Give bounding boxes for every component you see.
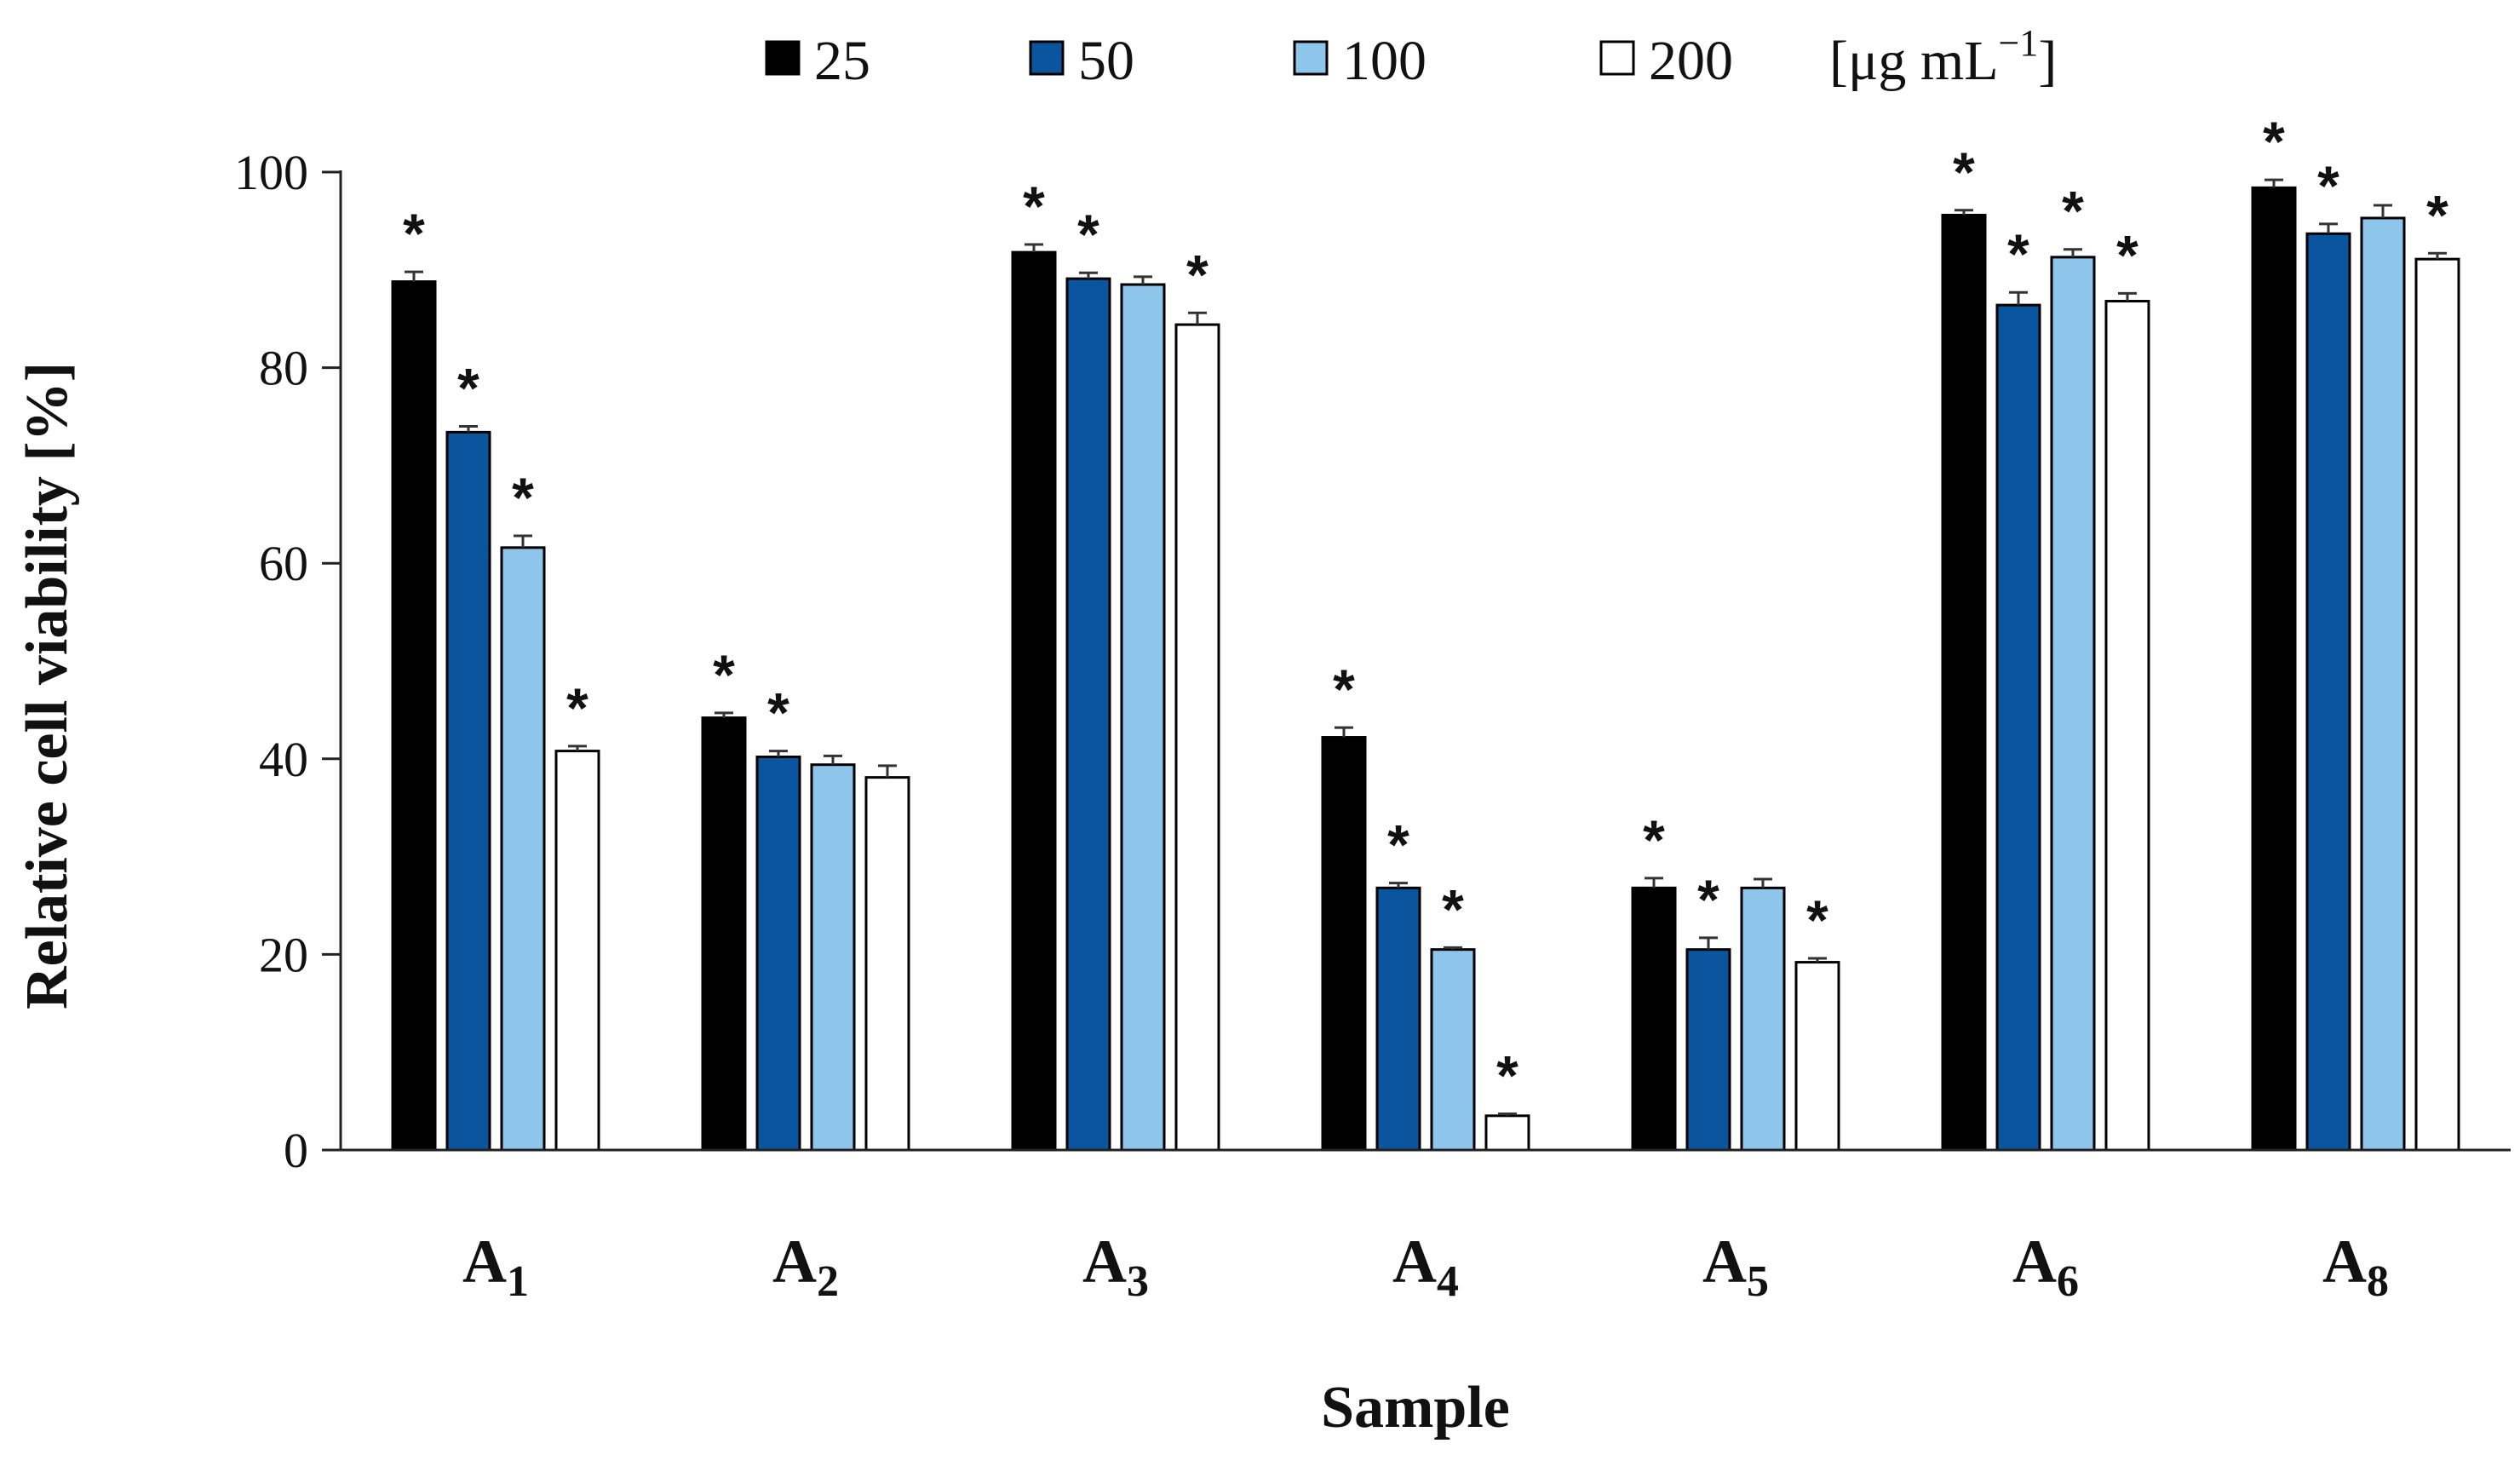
bar-A1-200	[554, 750, 600, 1152]
significance-star: *	[1953, 141, 1975, 204]
bar-A6-50	[1995, 303, 2041, 1152]
legend-label: 50	[1078, 30, 1134, 92]
bar-group-A3: * * *	[1011, 175, 1220, 1152]
significance-star: *	[403, 202, 425, 265]
significance-star: *	[1643, 808, 1665, 871]
legend-item-200: 200	[1599, 30, 1733, 92]
significance-star: *	[1442, 877, 1464, 940]
bar-group-A1: * * * *	[391, 202, 600, 1152]
bar-group-A8: * * *	[2251, 110, 2460, 1152]
bar-A4-25	[1321, 736, 1367, 1152]
bar-A4-50	[1375, 886, 1421, 1152]
bar-A6-25	[1941, 214, 1987, 1152]
bar-A3-100	[1120, 283, 1166, 1152]
legend-label: 200	[1649, 30, 1733, 92]
bar-A5-50	[1685, 948, 1731, 1152]
bar-A3-200	[1174, 323, 1220, 1152]
bar-A3-50	[1065, 277, 1111, 1152]
bar-A2-25	[701, 716, 747, 1152]
legend-item-25: 25	[765, 30, 870, 92]
bar-A2-200	[864, 776, 910, 1152]
significance-star: *	[2426, 183, 2448, 246]
bar-A1-50	[445, 430, 491, 1152]
y-tick-label: 40	[259, 732, 308, 787]
bar-A8-25	[2251, 186, 2297, 1152]
bar-A6-200	[2104, 300, 2150, 1152]
legend-swatch	[765, 40, 801, 76]
bars-group: ******* ******** ******* *	[391, 110, 2460, 1152]
significance-star: *	[1333, 658, 1355, 721]
significance-star: *	[1077, 203, 1099, 266]
x-tick-label-A3: A3	[1082, 1228, 1149, 1306]
significance-star: *	[767, 681, 789, 745]
bar-group-A2: **	[701, 643, 910, 1152]
legend-item-100: 100	[1293, 30, 1426, 92]
bar-group-A6: * * * *	[1941, 141, 2150, 1152]
bar-A6-100	[2050, 256, 2096, 1152]
significance-star: *	[2263, 110, 2285, 173]
bar-A8-50	[2305, 232, 2351, 1152]
bar-A5-25	[1631, 886, 1677, 1152]
legend: 25 50 100 200 [μg mL−1]	[765, 22, 2057, 92]
bar-A1-100	[500, 546, 546, 1152]
y-axis-title: Relative cell viability [%]	[14, 362, 80, 1009]
bar-A8-200	[2414, 257, 2460, 1152]
legend-label: 25	[814, 30, 870, 92]
y-tick-label: 20	[259, 927, 308, 982]
bar-group-A5: * * *	[1631, 808, 1840, 1152]
bar-A4-200	[1484, 1114, 1530, 1152]
bar-A1-25	[391, 280, 437, 1152]
x-tick-label-A8: A8	[2322, 1228, 2389, 1306]
significance-star: *	[1186, 243, 1208, 306]
significance-star: *	[1387, 814, 1409, 877]
significance-star: *	[512, 466, 534, 529]
significance-star: *	[1697, 868, 1719, 931]
bar-A8-100	[2360, 216, 2406, 1152]
x-tick-label-A4: A4	[1392, 1228, 1459, 1306]
x-axis: A1 A2 A3 A4 A5 A6 A8	[341, 1148, 2511, 1306]
significance-star: *	[713, 643, 735, 706]
bar-A4-100	[1430, 948, 1476, 1152]
legend-label: 100	[1342, 30, 1426, 92]
y-tick-label: 60	[259, 536, 308, 591]
bar-A2-50	[755, 756, 801, 1152]
significance-star: *	[2007, 222, 2029, 285]
y-axis: 0 20 40 60 80 100	[234, 145, 342, 1178]
legend-swatch	[1293, 40, 1329, 76]
x-tick-label-A2: A2	[772, 1228, 839, 1306]
significance-star: *	[1023, 175, 1045, 238]
bar-A2-100	[810, 763, 856, 1152]
significance-star: *	[1496, 1044, 1518, 1107]
legend-item-50: 50	[1029, 30, 1134, 92]
significance-star: *	[457, 356, 479, 419]
x-tick-label-A5: A5	[1702, 1228, 1769, 1306]
y-tick-label: 0	[284, 1123, 308, 1178]
legend-unit: [μg mL−1]	[1829, 22, 2057, 92]
x-axis-title: Sample	[1321, 1375, 1510, 1440]
significance-star: *	[2116, 223, 2138, 286]
significance-star: *	[2062, 180, 2084, 243]
y-tick-label: 100	[234, 145, 308, 200]
significance-star: *	[1806, 888, 1828, 952]
legend-swatch	[1029, 40, 1065, 76]
bar-A3-25	[1011, 250, 1057, 1152]
x-tick-label-A1: A1	[462, 1228, 529, 1306]
significance-star: *	[2317, 154, 2339, 217]
significance-star: *	[566, 676, 588, 739]
bar-A5-200	[1794, 961, 1840, 1152]
x-tick-label-A6: A6	[2012, 1228, 2079, 1306]
bar-group-A4: * * * *	[1321, 658, 1530, 1152]
bar-A5-100	[1740, 886, 1786, 1152]
y-tick-label: 80	[259, 341, 308, 396]
legend-swatch	[1599, 40, 1635, 76]
